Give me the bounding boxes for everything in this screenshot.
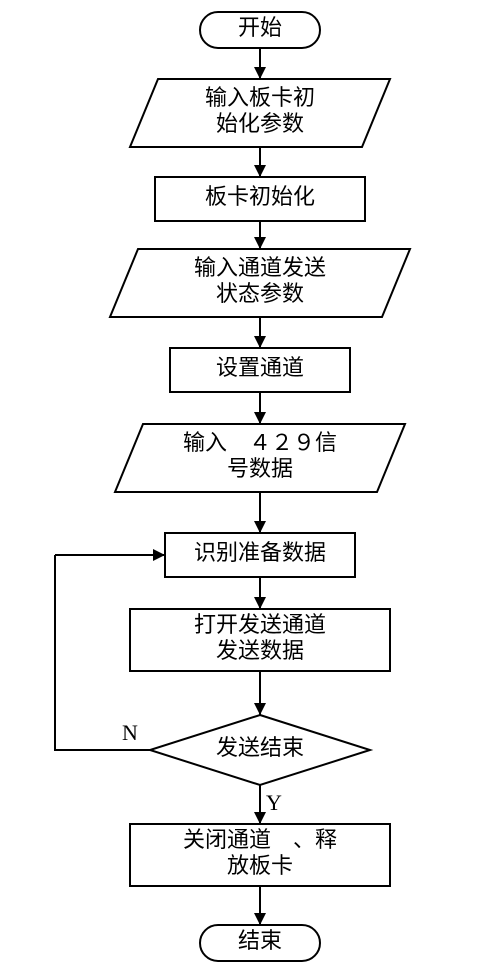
svg-text:设置通道: 设置通道 (216, 355, 304, 380)
svg-text:状态参数: 状态参数 (216, 281, 304, 306)
edge-label-n: N (122, 720, 138, 745)
svg-text:结束: 结束 (238, 928, 282, 953)
svg-text:发送结束: 发送结束 (216, 735, 304, 760)
svg-text:输入板卡初: 输入板卡初 (205, 85, 315, 110)
svg-text:输入 ４２９信: 输入 ４２９信 (183, 430, 337, 455)
svg-text:始化参数: 始化参数 (216, 111, 304, 136)
svg-text:放板卡: 放板卡 (227, 853, 293, 878)
svg-text:发送数据: 发送数据 (216, 638, 304, 663)
svg-text:板卡初始化: 板卡初始化 (205, 184, 315, 209)
svg-text:输入通道发送: 输入通道发送 (194, 255, 326, 280)
svg-text:识别准备数据: 识别准备数据 (194, 540, 326, 565)
svg-text:打开发送通道: 打开发送通道 (194, 612, 326, 637)
svg-text:关闭通道 、释: 关闭通道 、释 (183, 827, 337, 852)
svg-text:开始: 开始 (238, 15, 282, 40)
edge-label: Y (266, 790, 282, 815)
svg-text:号数据: 号数据 (227, 456, 293, 481)
